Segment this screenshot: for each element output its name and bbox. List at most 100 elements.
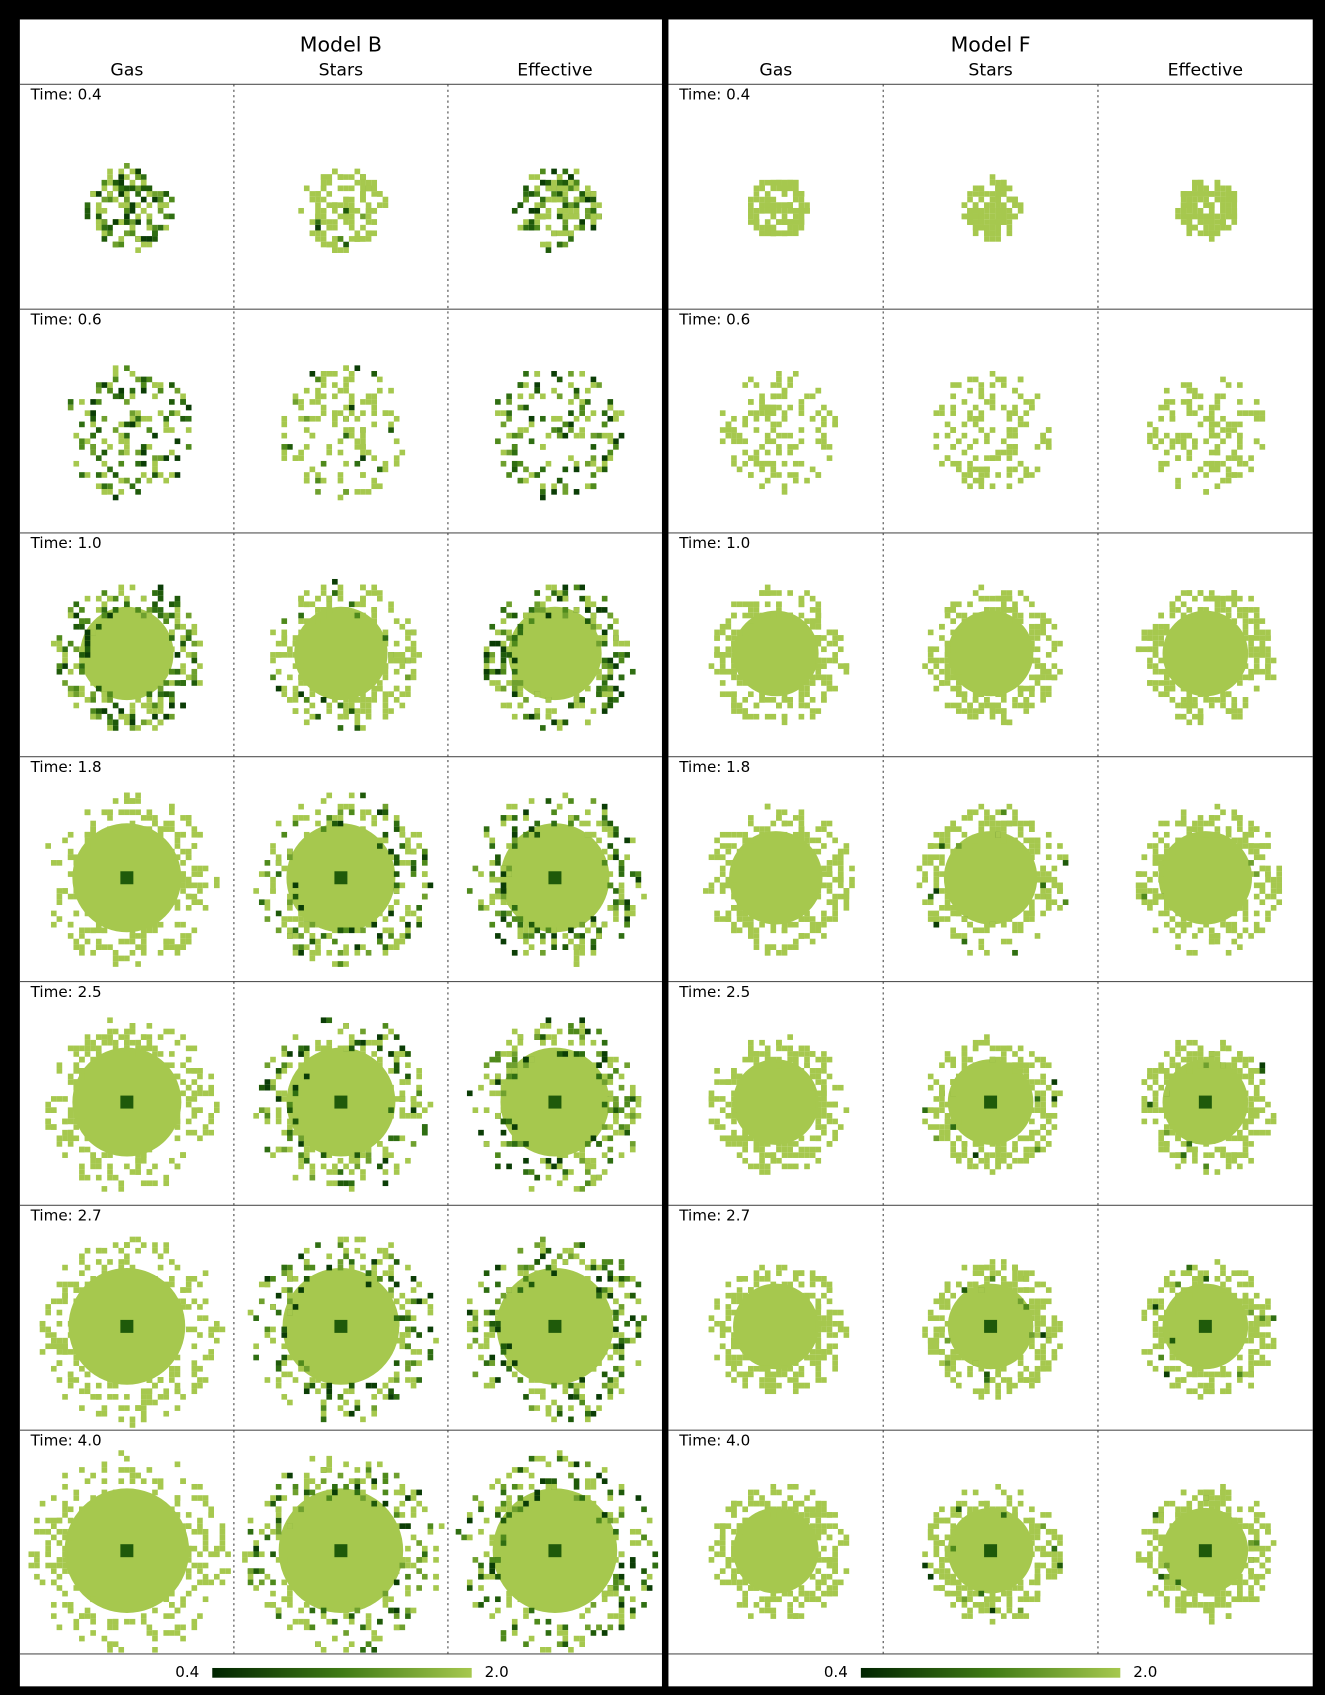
map-pixel — [275, 910, 282, 917]
map-pixel — [320, 1152, 327, 1158]
map-pixel — [781, 191, 788, 197]
map-pixel — [399, 860, 406, 866]
map-pixel — [264, 860, 271, 866]
map-pixel — [798, 399, 805, 405]
map-pixel — [343, 174, 349, 180]
map-pixel — [180, 848, 186, 855]
map-center — [548, 1544, 562, 1558]
map-pixel — [191, 1618, 198, 1625]
map-pixel — [815, 438, 822, 445]
map-pixel — [478, 905, 484, 911]
map-pixel — [388, 1107, 394, 1113]
map-pixel — [489, 1360, 496, 1366]
map-pixel — [377, 1287, 383, 1293]
map-pixel — [410, 657, 417, 664]
map-pixel — [73, 1298, 80, 1305]
map-pixel — [303, 719, 310, 726]
map-pixel — [613, 1343, 619, 1350]
map-pixel — [1197, 179, 1204, 186]
map-pixel — [995, 224, 1001, 231]
map-pixel — [1169, 415, 1176, 422]
map-pixel — [315, 224, 321, 231]
map-pixel — [776, 472, 782, 478]
map-pixel — [388, 421, 394, 428]
map-pixel — [393, 1298, 400, 1305]
map-pixel — [601, 460, 608, 467]
map-pixel — [124, 938, 130, 945]
map-pixel — [95, 207, 102, 214]
map-pixel — [281, 432, 288, 439]
map-pixel — [287, 1523, 293, 1529]
map-pixel — [393, 1360, 400, 1366]
map-pixel — [596, 382, 602, 388]
map-pixel — [287, 1602, 293, 1608]
map-pixel — [354, 489, 361, 495]
map-pixel — [613, 618, 619, 624]
map-pixel — [393, 1259, 400, 1265]
map-pixel — [629, 1337, 636, 1344]
map-pixel — [573, 466, 580, 473]
map-pixel — [967, 410, 973, 416]
map-pixel — [500, 449, 507, 456]
map-pixel — [337, 1242, 344, 1248]
map-pixel — [725, 432, 732, 439]
map-pixel — [393, 1489, 400, 1496]
map-pixel — [618, 657, 625, 664]
map-pixel — [185, 1326, 192, 1333]
map-pixel — [320, 697, 327, 703]
map-pixel — [371, 685, 378, 692]
map-pixel — [562, 1270, 569, 1277]
map-pixel — [511, 1141, 518, 1147]
map-pixel — [1225, 196, 1232, 203]
map-pixel — [770, 213, 777, 220]
map-pixel — [140, 1180, 147, 1187]
map-pixel — [472, 1309, 479, 1316]
map-pixel — [495, 685, 501, 692]
map-pixel — [287, 1135, 293, 1142]
map-pixel — [601, 848, 608, 855]
map-pixel — [596, 1360, 602, 1366]
map-pixel — [405, 1613, 411, 1619]
map-pixel — [365, 590, 372, 596]
map-pixel — [568, 1028, 574, 1035]
map-pixel — [180, 860, 186, 866]
map-pixel — [556, 1630, 563, 1636]
map-pixel — [303, 1247, 310, 1254]
map-pixel — [523, 612, 529, 619]
map-pixel — [180, 876, 186, 883]
map-pixel — [309, 685, 316, 692]
map-pixel — [416, 916, 422, 922]
map-pixel — [326, 1382, 333, 1389]
map-pixel — [596, 685, 602, 692]
map-pixel — [270, 1579, 276, 1586]
map-pixel — [281, 1557, 288, 1563]
map-pixel — [748, 196, 754, 203]
map-pixel — [1220, 213, 1226, 220]
map-pixel — [146, 1039, 153, 1046]
map-pixel — [399, 663, 406, 669]
map-pixel — [275, 1495, 282, 1501]
map-pixel — [107, 174, 113, 180]
map-pixel — [377, 466, 383, 473]
map-pixel — [292, 1377, 299, 1383]
map-pixel — [978, 207, 985, 214]
map-pixel — [281, 1354, 288, 1361]
map-pixel — [124, 798, 130, 804]
map-pixel — [1192, 179, 1198, 186]
map-pixel — [489, 899, 496, 906]
map-pixel — [421, 1557, 428, 1563]
map-pixel — [371, 1410, 378, 1417]
map-pixel — [360, 455, 366, 461]
map-pixel — [421, 1124, 428, 1130]
map-pixel — [84, 809, 91, 816]
map-pixel — [315, 472, 321, 478]
map-pixel — [601, 803, 608, 810]
map-pixel — [84, 938, 91, 945]
map-pixel — [551, 370, 557, 377]
map-pixel — [298, 207, 304, 214]
map-pixel — [719, 427, 726, 433]
map-pixel — [197, 865, 203, 872]
map-pixel — [618, 1602, 625, 1608]
map-pixel — [213, 876, 220, 883]
map-pixel — [124, 174, 130, 180]
